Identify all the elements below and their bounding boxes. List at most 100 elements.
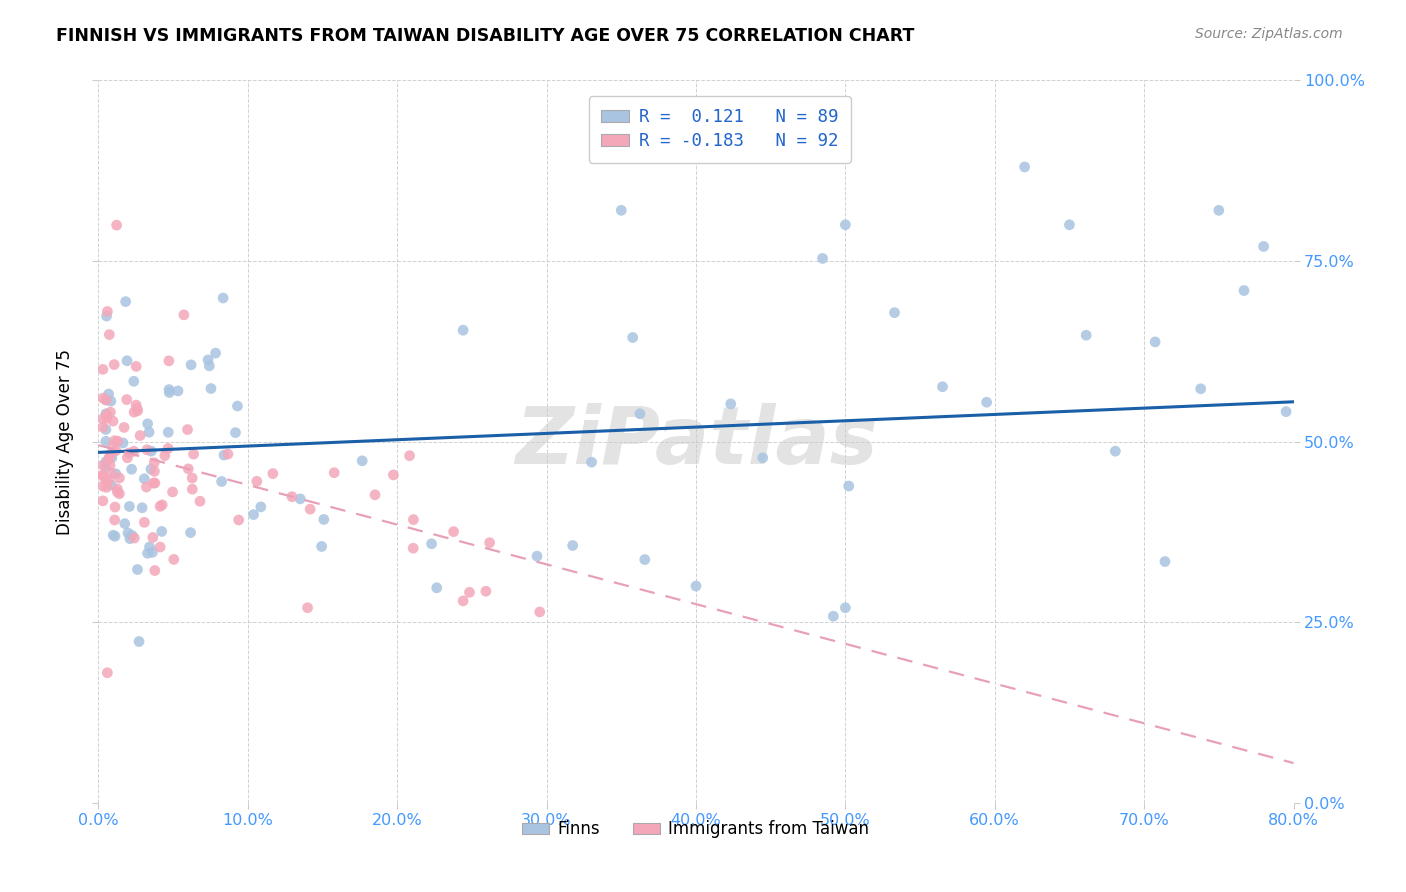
Point <box>823 609 845 624</box>
Point <box>129 428 152 442</box>
Point <box>382 467 405 482</box>
Point <box>114 516 136 531</box>
Point <box>100 405 122 419</box>
Point <box>211 475 233 489</box>
Point <box>97 387 120 401</box>
Point <box>173 308 195 322</box>
Point <box>204 346 226 360</box>
Point <box>1104 444 1126 458</box>
Point <box>105 482 128 496</box>
Point <box>685 579 707 593</box>
Point <box>458 585 481 599</box>
Point <box>834 600 856 615</box>
Point <box>108 487 131 501</box>
Point <box>420 537 443 551</box>
Point <box>91 494 114 508</box>
Point <box>364 488 387 502</box>
Point <box>118 446 141 460</box>
Point <box>752 450 775 465</box>
Point <box>290 491 312 506</box>
Point <box>443 524 465 539</box>
Point <box>224 425 246 440</box>
Point <box>96 411 118 425</box>
Point <box>94 455 117 469</box>
Point <box>118 500 141 514</box>
Point <box>398 449 420 463</box>
Point <box>157 385 180 400</box>
Point <box>212 291 235 305</box>
Point <box>142 476 165 491</box>
Point <box>149 500 172 514</box>
Point <box>720 397 742 411</box>
Point <box>122 374 145 388</box>
Point <box>451 323 474 337</box>
Point <box>212 448 235 462</box>
Point <box>426 581 449 595</box>
Point <box>131 500 153 515</box>
Point <box>526 549 548 564</box>
Point <box>91 467 114 482</box>
Point <box>124 531 146 545</box>
Point <box>250 500 273 514</box>
Point <box>122 444 145 458</box>
Point <box>141 444 163 458</box>
Point <box>610 203 633 218</box>
Point <box>96 475 118 490</box>
Point <box>281 490 304 504</box>
Point <box>200 382 222 396</box>
Point <box>134 516 156 530</box>
Point <box>91 479 114 493</box>
Point <box>104 513 127 527</box>
Point <box>198 359 221 373</box>
Point <box>180 358 202 372</box>
Point <box>1144 334 1167 349</box>
Point <box>125 359 148 374</box>
Point <box>1233 284 1256 298</box>
Point <box>112 420 135 434</box>
Point <box>91 469 114 483</box>
Point <box>157 383 180 397</box>
Point <box>100 478 122 492</box>
Point <box>157 354 180 368</box>
Point <box>402 513 425 527</box>
Point <box>162 485 184 500</box>
Point <box>105 218 128 232</box>
Point <box>451 594 474 608</box>
Point <box>838 479 860 493</box>
Point <box>114 294 136 309</box>
Point <box>101 450 124 465</box>
Point <box>1014 160 1036 174</box>
Point <box>311 540 333 554</box>
Point <box>98 458 121 473</box>
Point <box>98 327 121 342</box>
Point <box>98 450 121 464</box>
Point <box>142 531 165 545</box>
Point <box>103 528 125 542</box>
Point <box>97 473 120 487</box>
Point <box>141 545 163 559</box>
Point <box>94 434 117 449</box>
Point <box>112 436 135 450</box>
Point <box>634 552 657 566</box>
Point <box>101 414 124 428</box>
Text: FINNISH VS IMMIGRANTS FROM TAIWAN DISABILITY AGE OVER 75 CORRELATION CHART: FINNISH VS IMMIGRANTS FROM TAIWAN DISABI… <box>56 27 915 45</box>
Point <box>352 454 374 468</box>
Point <box>402 541 425 556</box>
Point <box>262 467 284 481</box>
Point <box>529 605 551 619</box>
Point <box>561 539 583 553</box>
Legend: Finns, Immigrants from Taiwan: Finns, Immigrants from Taiwan <box>516 814 876 845</box>
Point <box>104 443 127 458</box>
Point <box>96 480 118 494</box>
Point <box>100 394 122 409</box>
Point <box>103 358 125 372</box>
Point <box>834 218 856 232</box>
Point <box>976 395 998 409</box>
Point <box>1076 328 1098 343</box>
Point <box>1154 555 1177 569</box>
Point <box>811 252 834 266</box>
Point <box>94 407 117 421</box>
Point <box>167 384 190 398</box>
Point <box>197 352 219 367</box>
Point <box>107 434 129 449</box>
